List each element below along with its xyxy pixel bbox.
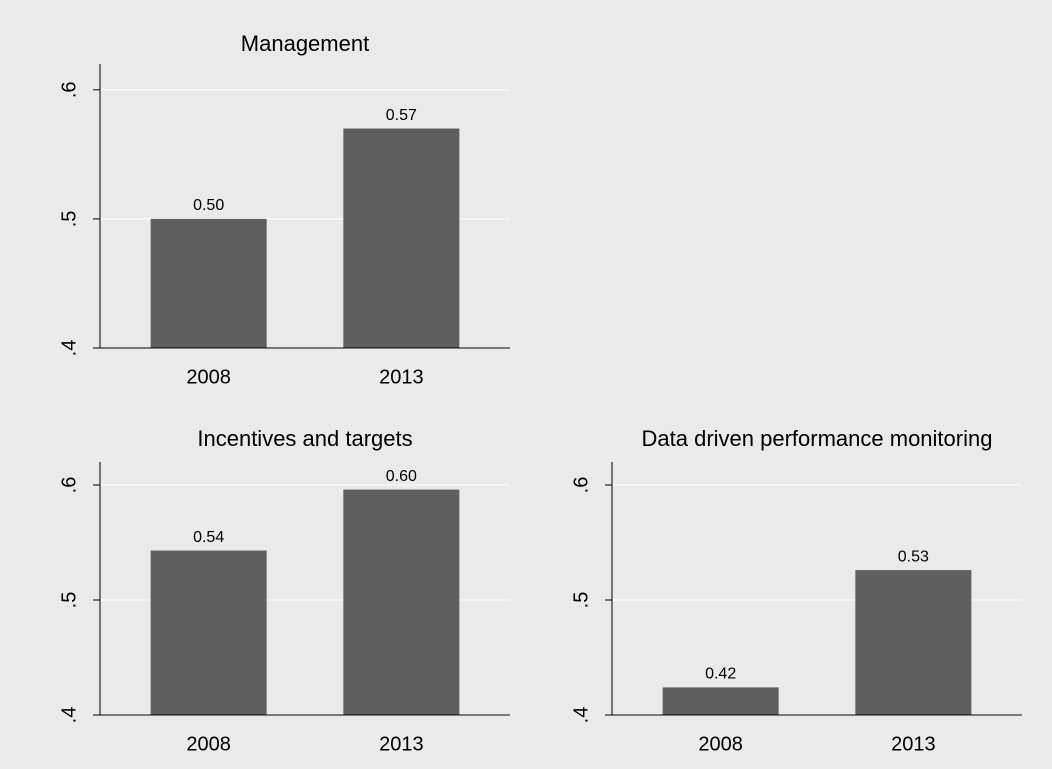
- x-tick-label: 2013: [379, 733, 424, 755]
- x-tick-label: 2013: [891, 733, 936, 755]
- bar: [343, 128, 460, 348]
- value-label: 0.54: [193, 529, 224, 546]
- panel-title: Management: [241, 31, 369, 56]
- bar: [150, 550, 267, 715]
- x-tick-label: 2013: [379, 366, 424, 388]
- y-tick-label: .4: [570, 707, 592, 724]
- bar: [855, 570, 972, 715]
- x-tick-label: 2008: [186, 366, 231, 388]
- value-label: 0.42: [705, 666, 736, 683]
- bar: [662, 687, 779, 715]
- y-tick-label: .6: [58, 81, 80, 98]
- panel-title: Data driven performance monitoring: [642, 426, 993, 451]
- value-label: 0.60: [386, 468, 417, 485]
- y-tick-label: .5: [58, 592, 80, 609]
- value-label: 0.53: [898, 548, 929, 565]
- y-tick-label: .6: [570, 477, 592, 494]
- y-tick-label: .6: [58, 477, 80, 494]
- x-tick-label: 2008: [698, 733, 743, 755]
- y-tick-label: .5: [570, 592, 592, 609]
- x-tick-label: 2008: [186, 733, 231, 755]
- y-tick-label: .4: [58, 340, 80, 357]
- y-tick-label: .5: [58, 211, 80, 228]
- bar: [343, 489, 460, 715]
- value-label: 0.50: [193, 197, 224, 214]
- y-tick-label: .4: [58, 707, 80, 724]
- bar: [150, 218, 267, 348]
- value-label: 0.57: [386, 107, 417, 124]
- panel-title: Incentives and targets: [197, 426, 412, 451]
